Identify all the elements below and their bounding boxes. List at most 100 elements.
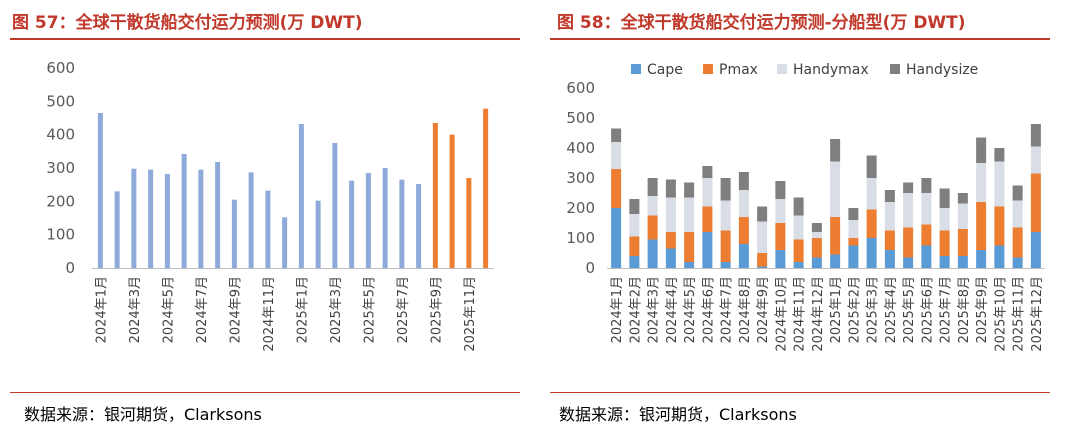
bar xyxy=(148,169,154,268)
bar xyxy=(332,143,338,268)
bar-segment xyxy=(702,232,713,268)
bar xyxy=(97,113,103,268)
x-tick-label: 2025年12月 xyxy=(1030,276,1045,352)
legend-label: Handysize xyxy=(906,62,978,78)
bar-segment xyxy=(939,208,950,231)
bar-segment xyxy=(994,206,1005,246)
bar xyxy=(131,168,137,268)
x-tick-label: 2025年7月 xyxy=(396,276,411,343)
bar-segment xyxy=(702,166,713,178)
y-tick-label: 600 xyxy=(566,79,595,97)
left-title-rule xyxy=(10,38,520,40)
x-tick-label: 2024年9月 xyxy=(228,276,243,343)
bar xyxy=(248,172,254,268)
bar xyxy=(315,200,321,268)
x-tick-label: 2025年3月 xyxy=(866,276,881,343)
bar-segment xyxy=(848,220,859,238)
x-tick-label: 2024年9月 xyxy=(756,276,771,343)
bar-segment xyxy=(830,254,841,268)
bar-segment xyxy=(684,232,695,262)
bar-segment xyxy=(957,203,968,229)
bar-segment xyxy=(629,256,640,268)
bar-segment xyxy=(647,215,658,240)
x-tick-label: 2025年5月 xyxy=(902,276,917,343)
bar-segment xyxy=(921,178,932,193)
bar-segment xyxy=(611,208,622,268)
bar-segment xyxy=(903,193,914,228)
y-tick-label: 500 xyxy=(46,92,75,110)
bar xyxy=(231,199,237,268)
bar-segment xyxy=(757,253,768,267)
bar-segment xyxy=(720,200,731,231)
x-tick-label: 2025年10月 xyxy=(993,276,1008,352)
bar-segment xyxy=(738,217,749,244)
x-tick-label: 2024年2月 xyxy=(628,276,643,343)
y-tick-label: 0 xyxy=(65,259,75,277)
bar-segment xyxy=(611,142,622,169)
bar-segment xyxy=(757,266,768,268)
bar-segment xyxy=(738,172,749,190)
bar-segment xyxy=(994,161,1005,207)
y-tick-label: 600 xyxy=(46,59,75,77)
bar-segment xyxy=(830,139,841,162)
bar-segment xyxy=(921,224,932,246)
bar-segment xyxy=(629,236,640,256)
bar-segment xyxy=(994,245,1005,268)
bar-segment xyxy=(939,188,950,208)
bar-segment xyxy=(866,155,877,178)
bar-segment xyxy=(939,256,950,268)
bar-segment xyxy=(775,250,786,268)
right-title-rule xyxy=(550,38,1050,40)
x-tick-label: 2025年4月 xyxy=(884,276,899,343)
left-chart-title: 图 57：全球干散货船交付运力预测(万 DWT) xyxy=(12,13,363,33)
bar-segment xyxy=(848,245,859,268)
x-tick-label: 2025年8月 xyxy=(957,276,972,343)
bar xyxy=(282,217,288,268)
x-tick-label: 2024年4月 xyxy=(665,276,680,343)
bar-segment xyxy=(976,163,987,202)
bar-segment xyxy=(848,208,859,220)
legend-swatch xyxy=(703,64,713,74)
left-source-note: 数据来源：银河期货，Clarksons xyxy=(24,405,262,424)
y-tick-label: 100 xyxy=(566,229,595,247)
y-tick-label: 100 xyxy=(46,226,75,244)
bar-segment xyxy=(903,227,914,258)
bar xyxy=(181,154,187,268)
x-tick-label: 2025年1月 xyxy=(829,276,844,343)
bar-segment xyxy=(793,197,804,216)
bar-segment xyxy=(757,221,768,253)
x-tick-label: 2024年6月 xyxy=(701,276,716,343)
bar-segment xyxy=(903,257,914,268)
bar xyxy=(215,162,221,268)
bar-segment xyxy=(684,197,695,232)
bar-segment xyxy=(647,239,658,268)
bar-segment xyxy=(1030,232,1041,268)
bar-segment xyxy=(866,178,877,210)
bar-segment xyxy=(684,182,695,198)
y-tick-label: 500 xyxy=(566,109,595,127)
x-tick-label: 2025年9月 xyxy=(975,276,990,343)
y-tick-label: 200 xyxy=(566,199,595,217)
bar-segment xyxy=(994,148,1005,162)
bar-segment xyxy=(903,182,914,193)
bar xyxy=(365,173,371,268)
bar-segment xyxy=(884,230,895,250)
legend-swatch xyxy=(890,64,900,74)
bar-segment xyxy=(921,245,932,268)
x-tick-label: 2025年5月 xyxy=(362,276,377,343)
bar-segment xyxy=(976,250,987,268)
y-tick-label: 400 xyxy=(46,126,75,144)
x-tick-label: 2025年11月 xyxy=(1012,276,1027,352)
bar xyxy=(265,190,271,268)
bar-segment xyxy=(884,190,895,202)
bar xyxy=(449,134,455,268)
x-tick-label: 2024年8月 xyxy=(738,276,753,343)
x-tick-label: 2024年3月 xyxy=(647,276,662,343)
bar-segment xyxy=(702,178,713,207)
y-tick-label: 200 xyxy=(46,192,75,210)
bar-segment xyxy=(1012,200,1023,228)
bar-segment xyxy=(921,193,932,225)
bar-segment xyxy=(1030,124,1041,147)
bar xyxy=(298,124,304,268)
bar-segment xyxy=(684,262,695,268)
